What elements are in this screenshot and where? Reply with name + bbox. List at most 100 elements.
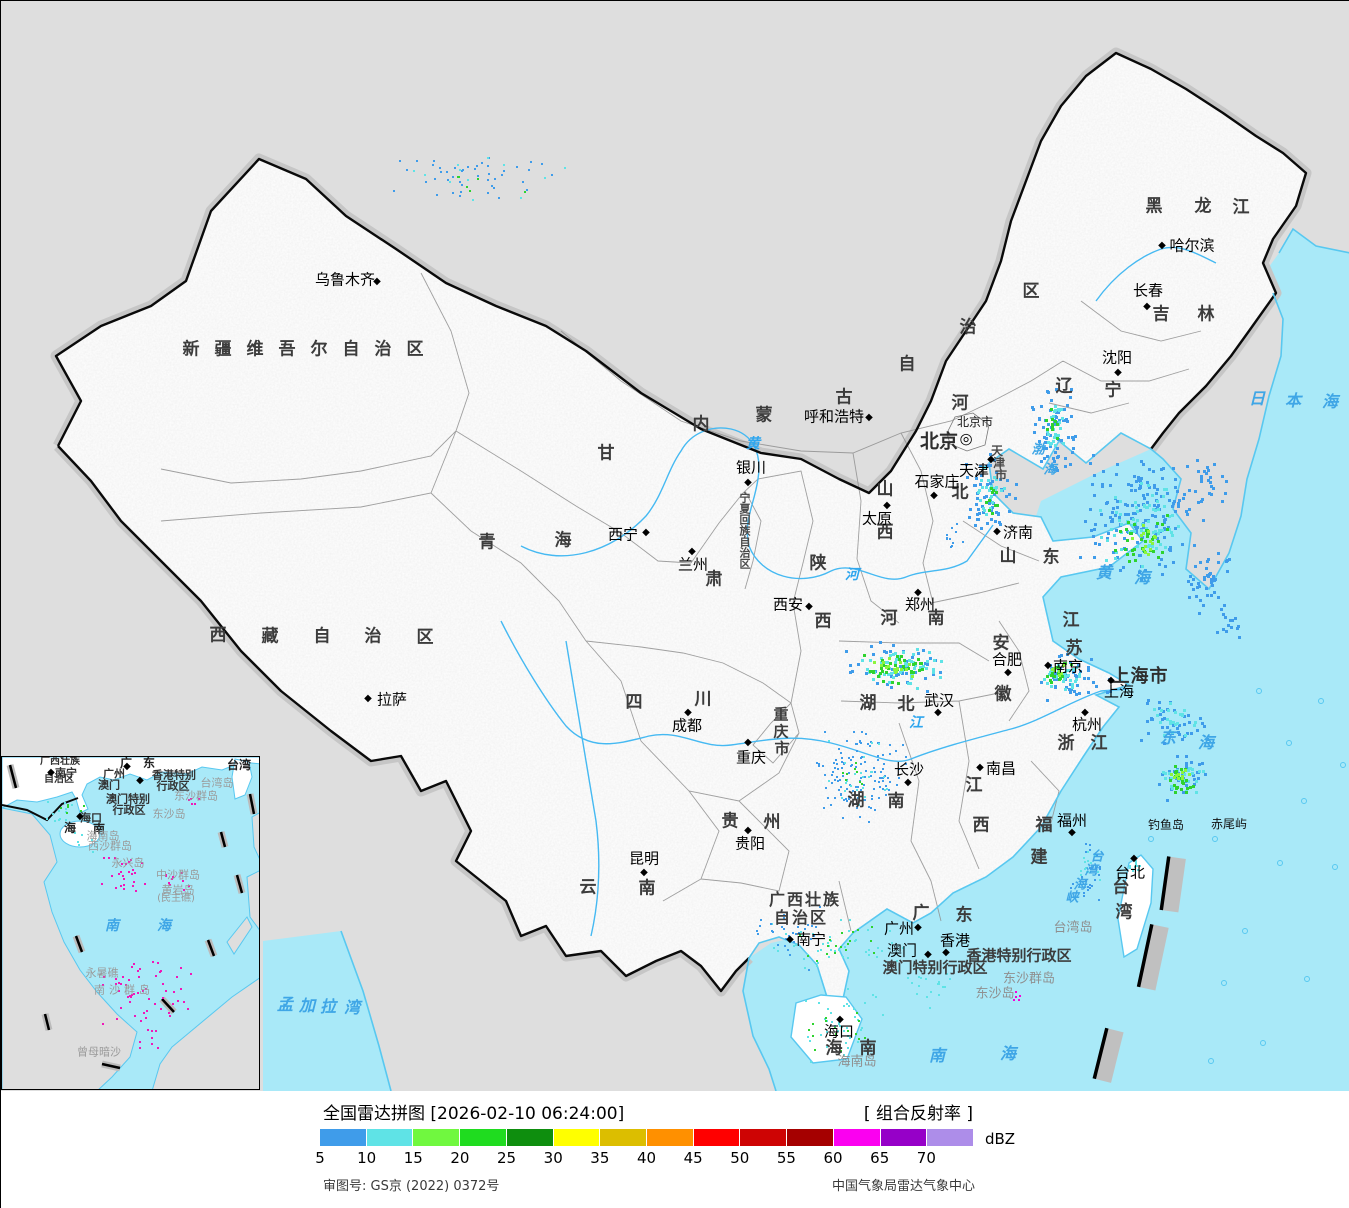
radar-echo [1057, 411, 1060, 414]
small-island [1148, 836, 1154, 842]
radar-echo [926, 690, 929, 693]
radar-echo [1160, 558, 1163, 561]
reef-marker [120, 983, 122, 985]
radar-echo [1132, 553, 1135, 556]
radar-echo [845, 949, 847, 951]
radar-echo [1130, 517, 1133, 520]
small-island [1260, 1040, 1266, 1046]
radar-echo [924, 677, 927, 680]
radar-echo [911, 982, 913, 984]
radar-echo [889, 753, 891, 755]
radar-echo [816, 960, 818, 962]
radar-echo [1040, 405, 1043, 408]
radar-echo [1161, 477, 1164, 480]
radar-echo [975, 503, 978, 506]
radar-echo [911, 675, 914, 678]
small-island [1277, 860, 1283, 866]
radar-echo [1162, 467, 1165, 470]
radar-echo [1138, 571, 1141, 574]
radar-echo [1162, 771, 1165, 774]
radar-echo [1198, 763, 1201, 766]
reef-marker [102, 1023, 104, 1025]
reef-marker [128, 979, 130, 981]
radar-echo [1139, 509, 1142, 512]
radar-echo [887, 665, 890, 668]
radar-echo [1172, 724, 1175, 727]
radar-echo [1194, 565, 1197, 568]
radar-echo [1162, 515, 1165, 518]
reef-marker [135, 890, 137, 892]
radar-echo [1155, 547, 1158, 550]
radar-echo [472, 199, 474, 201]
radar-echo [1089, 887, 1091, 889]
radar-echo [1146, 702, 1149, 705]
radar-echo [820, 949, 822, 951]
radar-echo [1118, 519, 1121, 522]
radar-echo [902, 651, 905, 654]
radar-echo [938, 994, 940, 996]
radar-echo [1195, 595, 1198, 598]
radar-echo [900, 668, 903, 671]
radar-echo [908, 659, 911, 662]
radar-echo [1166, 799, 1169, 802]
radar-echo [976, 497, 979, 500]
radar-echo [1050, 685, 1053, 688]
radar-echo [1005, 495, 1008, 498]
dbz-tick-20: 20 [450, 1149, 470, 1167]
radar-echo [1166, 492, 1169, 495]
radar-echo [969, 508, 972, 511]
radar-echo [1033, 431, 1036, 434]
radar-echo [530, 161, 532, 163]
radar-echo [994, 520, 997, 523]
radar-echo [854, 773, 856, 775]
radar-echo [840, 752, 842, 754]
radar-echo [1056, 456, 1059, 459]
radar-echo [1072, 447, 1075, 450]
radar-echo [1059, 427, 1062, 430]
radar-echo [1095, 685, 1098, 688]
radar-echo [1158, 701, 1161, 704]
radar-echo [467, 166, 469, 168]
radar-echo [1050, 399, 1053, 402]
radar-echo [1060, 672, 1063, 675]
radar-echo [1185, 791, 1188, 794]
radar-echo [1122, 566, 1125, 569]
radar-echo [834, 779, 836, 781]
radar-echo [902, 947, 904, 949]
radar-echo [1063, 662, 1066, 665]
radar-echo [1145, 529, 1148, 532]
radar-echo [67, 806, 69, 808]
radar-echo [892, 676, 895, 679]
dbz-tick-15: 15 [403, 1149, 423, 1167]
radar-echo [926, 996, 928, 998]
reef-marker [116, 1018, 118, 1020]
radar-echo [1051, 672, 1054, 675]
reef-marker [157, 962, 159, 964]
radar-echo [424, 174, 426, 176]
radar-echo [867, 743, 869, 745]
radar-echo [1087, 669, 1090, 672]
radar-echo [848, 757, 850, 759]
small-island [1301, 798, 1307, 804]
radar-echo [1067, 674, 1070, 677]
radar-echo [1106, 539, 1109, 542]
radar-echo [1135, 531, 1138, 534]
radar-echo [1062, 442, 1065, 445]
radar-echo [916, 993, 918, 995]
radar-echo [810, 938, 812, 940]
radar-echo [965, 463, 968, 466]
reef-marker [128, 871, 130, 873]
radar-echo [887, 777, 889, 779]
radar-echo [878, 797, 880, 799]
radar-echo [844, 790, 846, 792]
radar-echo [861, 659, 864, 662]
radar-echo [1140, 482, 1143, 485]
reef-marker [120, 885, 122, 887]
radar-echo [800, 931, 802, 933]
radar-echo [1137, 869, 1139, 871]
radar-echo [1159, 721, 1162, 724]
radar-echo [803, 958, 805, 960]
radar-echo [1053, 422, 1056, 425]
radar-echo [1187, 714, 1190, 717]
